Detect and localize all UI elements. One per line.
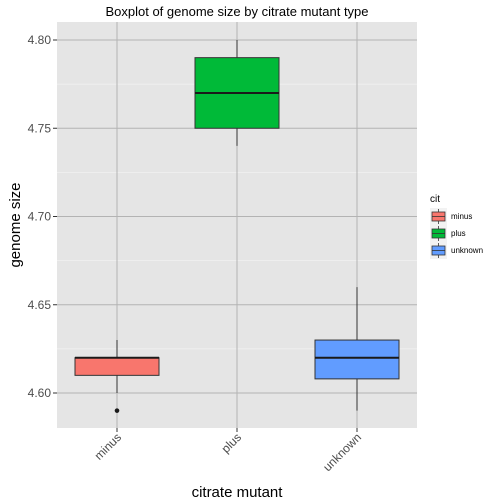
y-tick-label: 4.65 bbox=[28, 298, 52, 312]
legend-entry-unknown: unknown bbox=[430, 242, 483, 259]
legend-label: plus bbox=[451, 229, 466, 238]
x-tick-label: minus bbox=[92, 430, 125, 463]
y-axis-title: genome size bbox=[7, 182, 24, 267]
y-tick-label: 4.60 bbox=[28, 386, 52, 400]
legend-entry-minus: minus bbox=[430, 208, 472, 225]
y-tick-label: 4.75 bbox=[28, 121, 52, 135]
y-tick-label: 4.80 bbox=[28, 33, 52, 47]
legend-entry-plus: plus bbox=[430, 225, 466, 242]
box-minus bbox=[74, 340, 160, 413]
outlier-point bbox=[114, 408, 120, 413]
legend-label: unknown bbox=[451, 246, 483, 255]
box-plus bbox=[194, 40, 280, 146]
box-iqr bbox=[314, 339, 400, 380]
box-unknown bbox=[314, 287, 400, 411]
x-tick-label: plus bbox=[219, 430, 244, 455]
x-axis-ticks: minus plus unknown bbox=[92, 428, 364, 474]
legend: cit minus plus unknown bbox=[430, 194, 483, 259]
legend-label: minus bbox=[451, 212, 472, 221]
legend-title: cit bbox=[430, 194, 440, 205]
chart-title: Boxplot of genome size by citrate mutant… bbox=[105, 4, 368, 19]
y-axis-ticks: 4.60 4.65 4.70 4.75 4.80 bbox=[28, 33, 57, 400]
x-axis-title: citrate mutant bbox=[192, 484, 284, 501]
x-tick-label: unknown bbox=[320, 430, 364, 474]
box-group bbox=[74, 40, 400, 413]
y-tick-label: 4.70 bbox=[28, 210, 52, 224]
box-iqr bbox=[74, 357, 160, 376]
